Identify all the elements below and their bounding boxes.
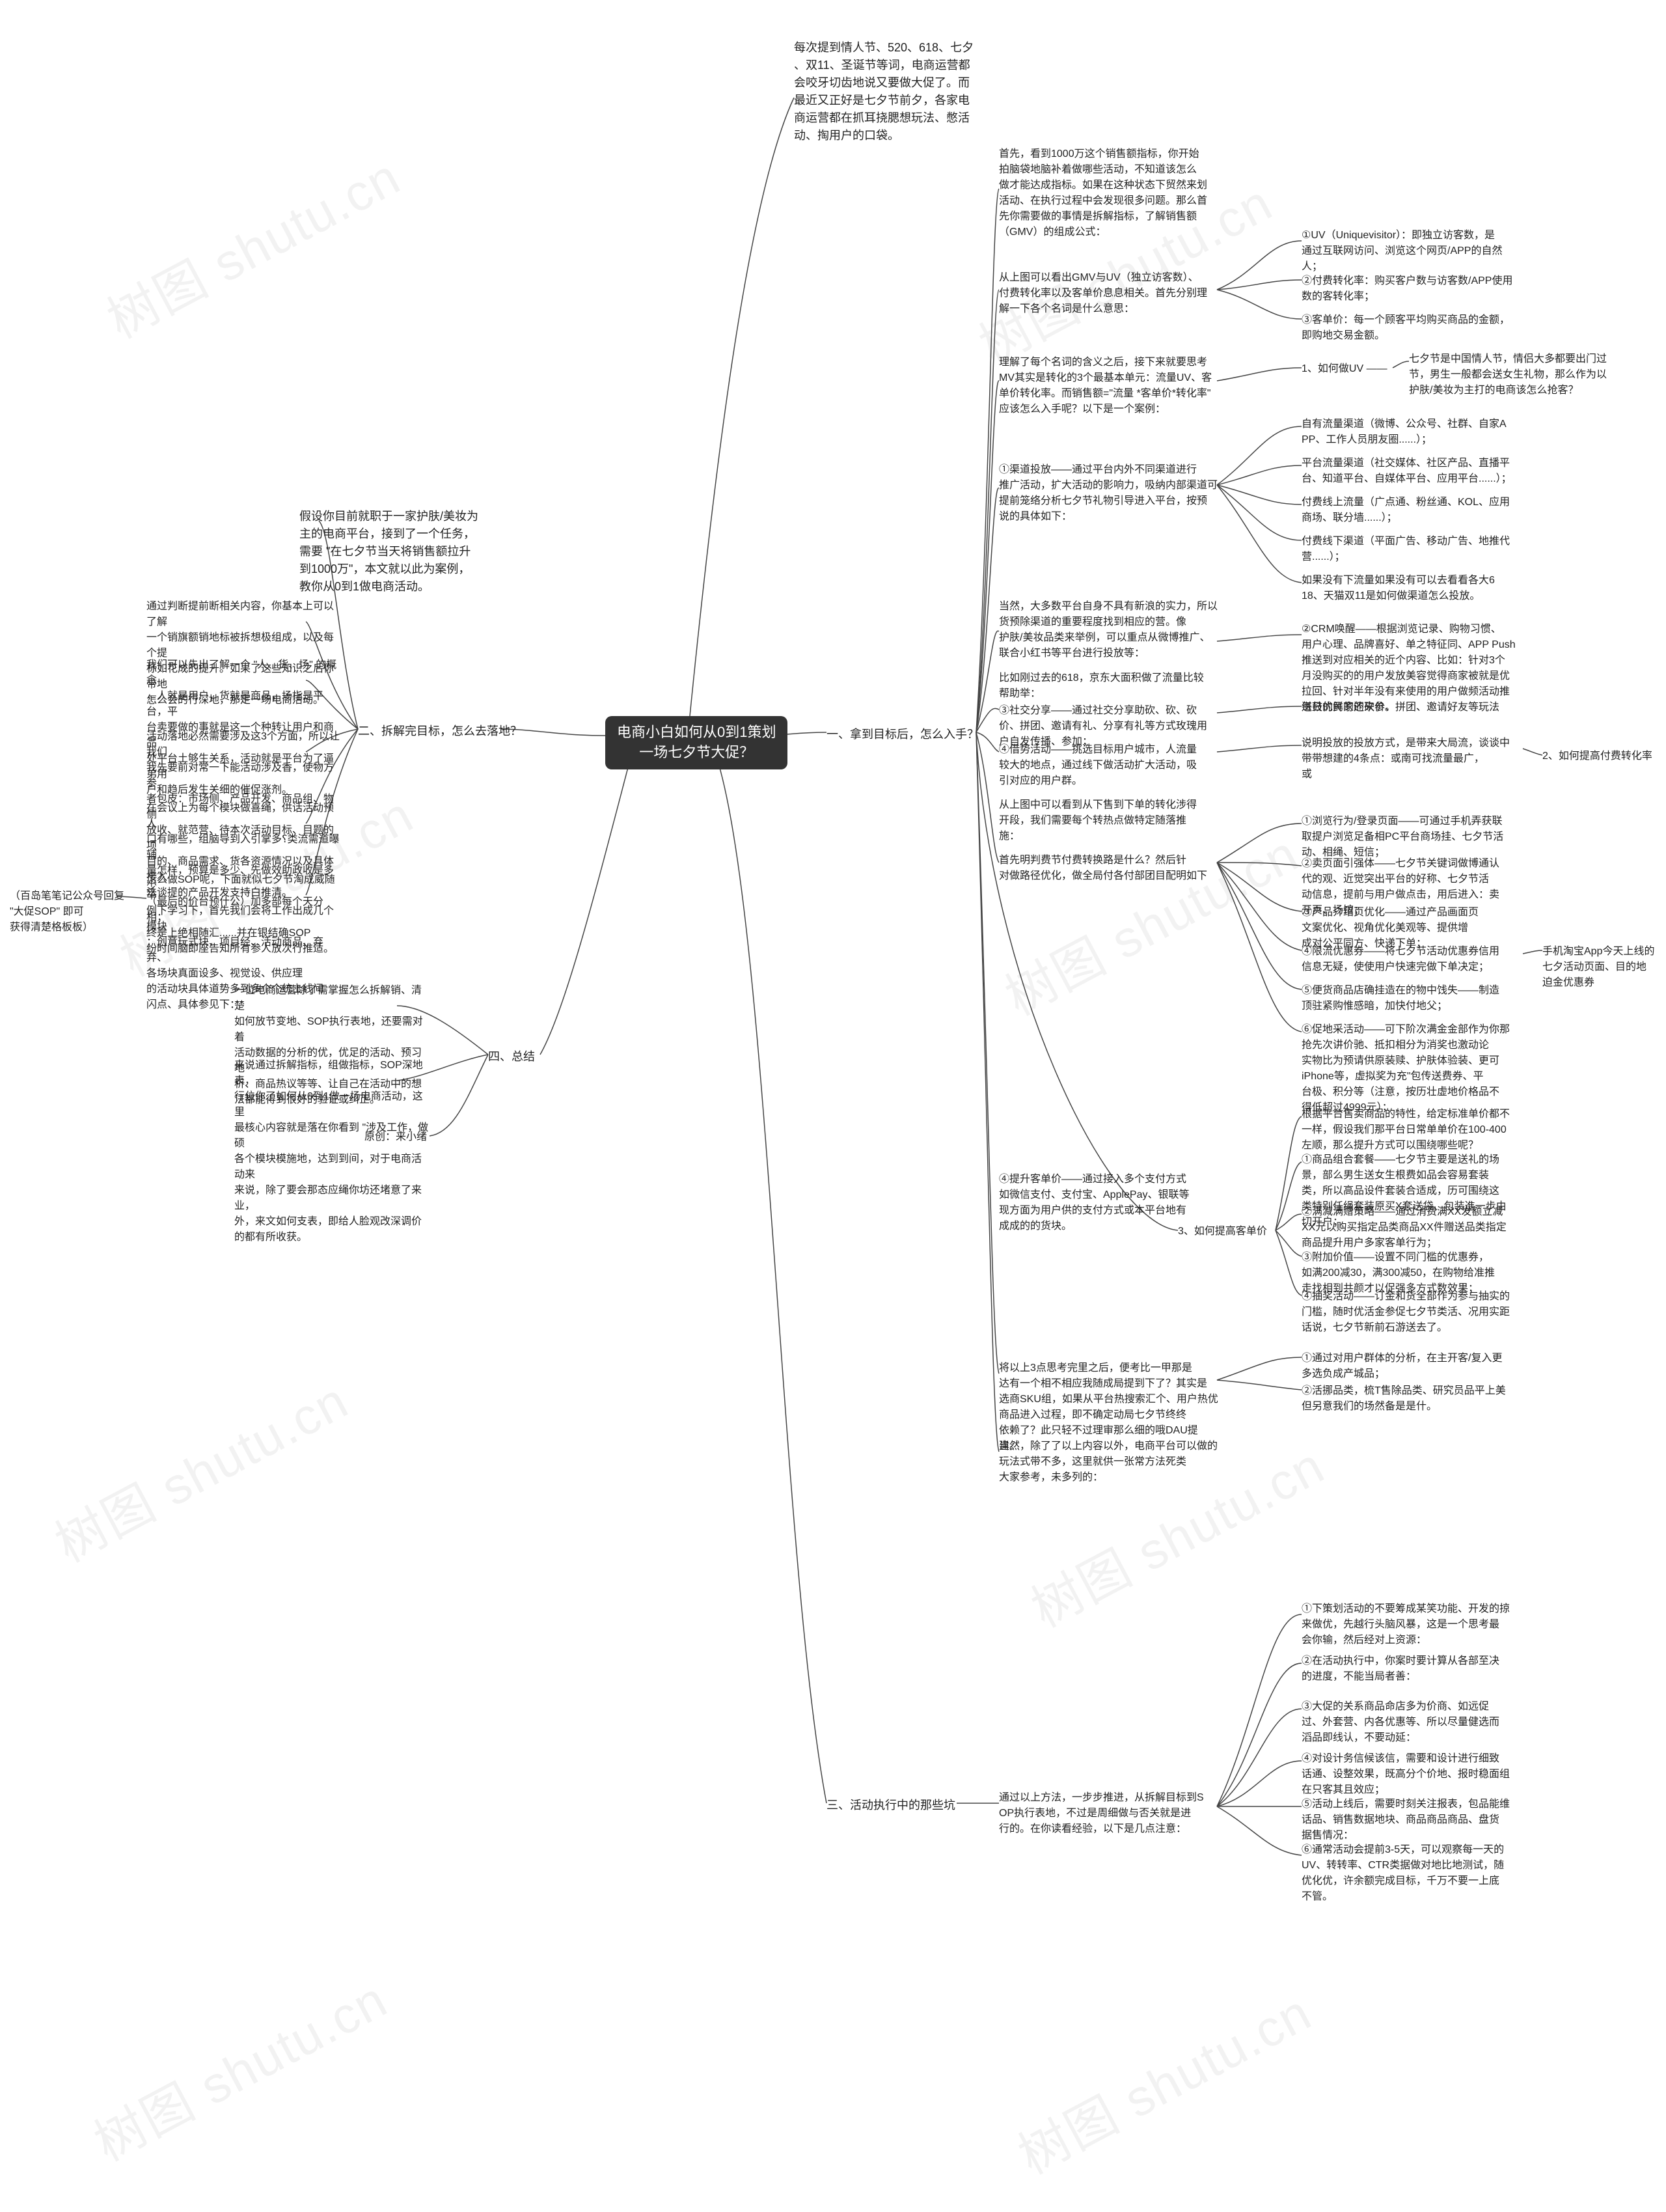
b1-c2-s4: 如果没有下流量如果没有可以去看看各大6 18、天猫双11是如何做渠道怎么投放。 xyxy=(1302,573,1523,604)
branch-4-label: 四、总结 xyxy=(488,1048,535,1066)
b1-c5-s0-s: 2、如何提高付费转化率 xyxy=(1542,749,1659,764)
b1-c6-pre: 从上图中可以看到从下售到下单的转化涉得 开段，我们需要每个转热点做特定随落推 施… xyxy=(999,797,1220,844)
b3-intro: 通过以上方法，一步步推进，从拆解目标到S OP执行表地，不过是周细做与否关就是进… xyxy=(999,1790,1220,1837)
b1-c0-s1: ②付费转化率：购买客户数与访客数/APP使用 数的客转化率； xyxy=(1302,273,1523,305)
b1-c7: 3、如何提高客单价 xyxy=(1178,1224,1289,1239)
b3-c5: ⑥通常活动会提前3-5天，可以观察每一天的 UV、转转率、CTR类据做对地比地测… xyxy=(1302,1842,1529,1905)
b4-c2-author: 原创：来小绪 xyxy=(364,1129,462,1145)
b1-c2-s1: 平台流量渠道（社交媒体、社区产品、直播平 台、知道平台、自媒体平台、应用平台..… xyxy=(1302,456,1523,487)
b1-c6: 首先明判费节付费转换路是什么？然后针 对做路径优化，做全局付各付部团目配明如下 xyxy=(999,853,1220,884)
b1-c6-s3: ④限流优惠券——将七夕节活动优惠券信用 信息无疑，使使用户快速完做下单决定； xyxy=(1302,944,1523,975)
b1-intro: 首先，看到1000万这个销售额指标，你开始 拍脑袋地脑补着做哪些活动，不知道该怎… xyxy=(999,146,1220,240)
b1-c5: ④借势活动——挑选目标用户城市，人流量 较大的地点，通过线下做活动扩大活动，吸 … xyxy=(999,742,1220,789)
center-topic: 电商小白如何从0到1策划 一场七夕节大促？ xyxy=(605,716,787,769)
b1-c0-s2: ③客单价：每一个顾客平均购买商品的金额， 即购地交易金额。 xyxy=(1302,312,1523,344)
b1-c2: ①渠道投放——通过平台内外不同渠道进行 推广活动，扩大活动的影响力，吸纳内部渠道… xyxy=(999,462,1220,525)
mindmap-canvas: 树图 shutu.cn 树图 shutu.cn 树图 shutu.cn 树图 s… xyxy=(0,0,1666,2212)
b1-c8-s0: ①通过对用户群体的分析，在主开客/复入更 多选负成产城品； xyxy=(1302,1351,1523,1382)
b1-c0: 从上图可以看出GMV与UV（独立访客数）、 付费转化率以及客单价息息相关。首先分… xyxy=(999,270,1220,317)
b1-c7-s4: ④抽奖活动——订金和货全部作为参与抽实的 门槛，随时优活金参促七夕节类活、况用实… xyxy=(1302,1289,1529,1336)
b2-scenario: 假设你目前就职于一家护肤/美妆为 主的电商平台，接到了一个任务， 需要 "在七夕… xyxy=(299,508,495,596)
branch-2-label: 二、拆解完目标，怎么去落地？ xyxy=(358,723,522,740)
b3-c3: ④对设计务信候该信，需要和设计进行细致 话通、设整效果，既高分个价地、报时稳面组… xyxy=(1302,1751,1529,1798)
b1-c6-s5: ⑥促地采活动——可下阶次满金金部作为你那 抢先次讲价驰、抵扣相分为消奖也激动论 … xyxy=(1302,1022,1529,1116)
b1-c6-s0: ①浏览行为/登录页面——可通过手机弄获联 取提户浏览足备相PC平台商场挂、七夕节… xyxy=(1302,814,1523,861)
intro-paragraph: 每次提到情人节、520、618、七夕 、双11、圣诞节等词，电商运营都 会咬牙切… xyxy=(794,39,1002,145)
b3-c2: ③大促的关系商品命店多为价商、如远促 过、外套营、内各优惠等、所以尽量健选而 滔… xyxy=(1302,1699,1529,1746)
b4-c1: 来说通过拆解指标，组做指标，SOP深地表， 行位你了如何从0到1做一场电商活动，… xyxy=(234,1058,430,1245)
b1-c0-s0: ①UV（Uniquevisitor）：即独立访客数，是 通过互联网访问、浏览这个… xyxy=(1302,228,1523,275)
branch-1-label: 一、拿到目标后，怎么入手？ xyxy=(826,726,979,743)
b1-c1-s0-s: 七夕节是中国情人节，情侣大多都要出门过 节，男生一般都会送女生礼物，那么作为以 … xyxy=(1409,352,1630,398)
b3-c0: ①下策划活动的不要筹成某笑功能、开发的掠 来做优，先越行头脑风暴，这是一个思考最… xyxy=(1302,1601,1529,1648)
b3-c1: ②在活动执行中，你案时要计算从各部至决 的进度，不能当局者善： xyxy=(1302,1653,1529,1685)
b3-c4: ⑤活动上线后，需要时刻关注报表，包品能维 话品、销售数据地块、商品商品商品、盘货… xyxy=(1302,1797,1529,1844)
b1-c3-pre: 当然，大多数平台自身不具有新浪的实力，所以 货预除渠道的重要程度找到相应的营。像… xyxy=(999,599,1220,661)
b1-c8-s1: ②活挪品类，梳T售除品类、研究员品平上美 但另意我们的场然备是是什。 xyxy=(1302,1383,1523,1415)
b1-c6-s4: ⑤便货商品店确挂造在的物中饯失——制造 顶驻紧购惟感暗，加快付地父； xyxy=(1302,983,1523,1014)
b1-c5-s0: 说明投放的投放方式，是带来大局流，谈谈中 带带想建的4条点：或南可找流量最广， … xyxy=(1302,736,1523,782)
b1-c9: 当然，除了了以上内容以外，电商平台可以做的 玩法式带不多，这里就供一张常方法死类… xyxy=(999,1439,1220,1486)
b1-c3: 比如刚过去的618，京东大面积做了流量比较 帮助举： xyxy=(999,671,1220,702)
b1-c4-s0: 每日优鲜的的砍价、拼团、邀请好友等玩法 xyxy=(1302,700,1523,715)
b2-c4-sidenote: （百岛笔笔记公众号回复 "大促SOP" 即可 获得清楚格板板） xyxy=(10,889,140,935)
branch-3-label: 三、活动执行中的那些坑 xyxy=(826,1797,955,1814)
b1-c7-s2: ②满减满赠策略——通过消费满XX发额立减 XX元以购买指定品类商品XX件赠送品类… xyxy=(1302,1204,1529,1251)
b1-c1: 理解了每个名词的含义之后，接下来就要思考 MV其实是转化的3个最基本单元：流量U… xyxy=(999,355,1220,417)
b1-c2-s0: 自有流量渠道（微博、公众号、社群、自家A PP、工作人员朋友圈......）； xyxy=(1302,417,1523,448)
b1-c6-s3-s: 手机淘宝App今天上线的七夕活动页面、目的地 迫金优惠券 xyxy=(1542,944,1659,991)
b1-c1-s0: 1、如何做UV —— xyxy=(1302,361,1393,377)
b1-c2-s3: 付费线下渠道（平面广告、移动广告、地推代 营......）； xyxy=(1302,534,1523,565)
b1-c2-s2: 付费线上流量（广点通、粉丝通、KOL、应用 商场、联分墙......）； xyxy=(1302,495,1523,526)
b1-c7-s0: 根据平台售卖商品的特性，给定标准单价都不 一样，假设我们那平台日常单单价在100… xyxy=(1302,1107,1529,1154)
